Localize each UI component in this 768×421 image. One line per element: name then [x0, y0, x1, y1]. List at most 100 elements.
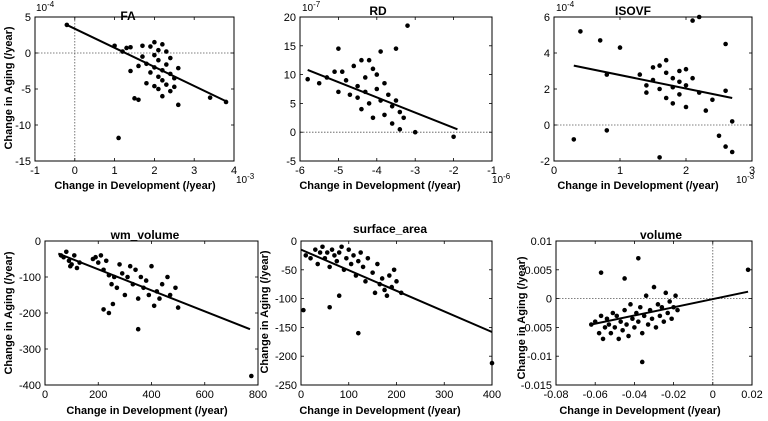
data-point — [387, 273, 392, 278]
data-point — [677, 92, 682, 97]
data-point — [324, 250, 330, 255]
data-point — [397, 127, 403, 132]
data-point — [637, 304, 643, 310]
data-point — [358, 250, 363, 255]
data-point — [148, 44, 153, 49]
data-point — [612, 325, 618, 330]
data-point — [677, 79, 682, 85]
data-point — [622, 276, 627, 281]
x-tick-label: 1 — [112, 165, 118, 177]
y-tick-label: 0 — [291, 236, 297, 248]
data-point — [657, 313, 663, 319]
x-tick-label: 3 — [191, 165, 197, 177]
data-point — [663, 290, 669, 296]
data-point — [710, 97, 715, 103]
data-point — [659, 304, 665, 310]
x-tick-label: 0 — [710, 389, 716, 401]
data-point — [604, 128, 610, 133]
data-point — [677, 68, 682, 74]
data-point — [151, 303, 157, 309]
data-point — [657, 86, 662, 92]
y-axis-label-wm-volume: Change in Aging (/year) — [3, 251, 15, 374]
data-point — [103, 258, 109, 264]
data-point — [356, 330, 361, 336]
data-point — [316, 80, 322, 86]
data-point — [136, 97, 141, 103]
data-point — [133, 267, 138, 273]
data-point — [135, 296, 141, 301]
x-tick-label: -1 — [487, 165, 497, 177]
y-tick-label: 0 — [546, 294, 552, 306]
data-point — [393, 46, 399, 51]
data-point — [673, 293, 678, 299]
data-point — [604, 316, 610, 322]
data-point — [630, 316, 635, 322]
data-point — [351, 63, 357, 69]
data-point — [168, 55, 173, 61]
y-tick-label: 0 — [25, 48, 31, 60]
regression-line — [300, 248, 493, 333]
data-point — [334, 258, 340, 264]
data-point — [617, 45, 623, 50]
data-point — [624, 322, 629, 327]
data-point — [71, 253, 77, 258]
data-point — [608, 330, 614, 336]
data-point — [366, 101, 372, 106]
data-point — [636, 255, 641, 261]
panel-wm-volume: wm_volume Change in Development (/year) … — [3, 228, 267, 417]
data-point — [136, 63, 141, 69]
data-point — [109, 281, 114, 287]
x-tick-label: -6 — [295, 165, 305, 177]
data-point — [389, 103, 395, 109]
y-tick-label: -0.015 — [521, 380, 552, 392]
data-point — [667, 299, 672, 304]
chart-title-surface-area: surface_area — [353, 222, 427, 236]
data-point — [144, 80, 149, 86]
y-tick-label: 0.01 — [531, 236, 552, 248]
data-point — [362, 75, 368, 80]
y-tick-label: -300 — [19, 344, 41, 356]
data-point — [657, 155, 662, 160]
data-point — [301, 307, 306, 313]
panel-surface-area: surface_area Change in Development (/yea… — [259, 222, 501, 417]
data-point — [639, 359, 645, 365]
data-point — [164, 49, 169, 54]
data-point — [598, 313, 604, 319]
data-point — [249, 373, 254, 379]
x-axis-label-isovf: Change in Development (/year) — [557, 180, 719, 192]
data-point — [690, 75, 695, 81]
data-point — [370, 115, 376, 121]
x-axis-label-fa: Change in Development (/year) — [54, 180, 216, 192]
panel-isovf: ISOVF Change in Development (/year) 0 1 2 3… — [540, 0, 755, 192]
data-point — [683, 83, 689, 88]
y-tick-label: -0.01 — [527, 351, 552, 363]
y-tick-label: -10 — [15, 120, 31, 132]
data-point — [127, 263, 133, 269]
data-point — [606, 322, 612, 327]
y-tick-label: 0 — [290, 127, 296, 139]
data-point — [365, 255, 371, 261]
data-point — [152, 52, 157, 58]
data-point — [683, 104, 689, 110]
data-point — [378, 49, 383, 54]
data-point — [128, 68, 133, 74]
data-point — [729, 119, 735, 124]
data-point — [135, 326, 141, 332]
data-point — [620, 327, 625, 333]
data-point — [157, 296, 162, 301]
data-point — [723, 144, 728, 149]
data-point — [116, 135, 121, 141]
data-point — [655, 302, 661, 307]
y-tick-label: 0.005 — [524, 265, 552, 277]
data-point — [165, 274, 170, 280]
data-point — [636, 319, 641, 324]
data-point — [355, 83, 360, 89]
data-point — [140, 43, 145, 49]
data-point — [374, 72, 380, 77]
data-point — [696, 14, 702, 20]
data-point — [389, 121, 395, 126]
y-tick-label: -0.005 — [521, 322, 552, 334]
data-point — [571, 137, 577, 142]
axes-box — [555, 240, 753, 386]
y-tick-label: -100 — [19, 272, 41, 284]
